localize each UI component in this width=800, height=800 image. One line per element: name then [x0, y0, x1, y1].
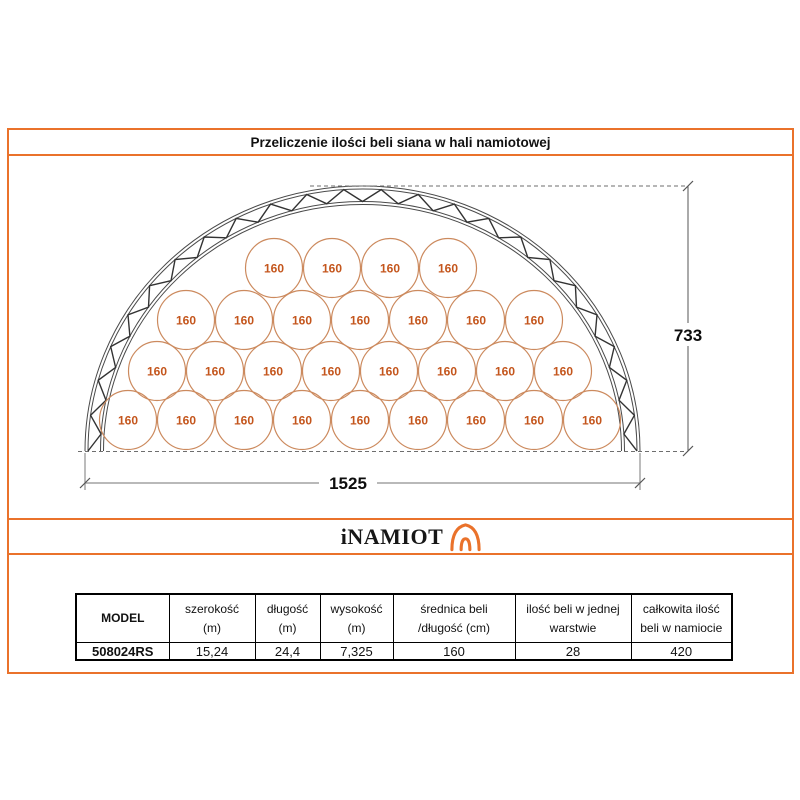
bale-circle — [533, 340, 593, 402]
bale-label: 160 — [176, 414, 196, 428]
table-cell: 420 — [630, 642, 733, 661]
bale-circle — [272, 289, 332, 351]
bale-label: 160 — [524, 414, 544, 428]
bale-label: 160 — [495, 365, 515, 379]
bale-circle — [475, 340, 535, 402]
bale-label: 160 — [264, 262, 284, 276]
bale-circle — [418, 237, 478, 299]
bale-circle — [244, 237, 304, 299]
table-header-cell: całkowita ilość beli w namiocie — [630, 593, 733, 643]
bale-label: 160 — [553, 365, 573, 379]
bale-circle — [388, 389, 448, 451]
bale-circle — [214, 389, 274, 451]
dimension-tick — [634, 477, 646, 489]
table-cell: 28 — [514, 642, 632, 661]
bale-label: 160 — [437, 365, 457, 379]
bale-label: 160 — [176, 314, 196, 328]
logo-bar: iNAMIOT — [7, 520, 794, 553]
table-header-cell: wysokość (m) — [319, 593, 394, 643]
table-cell: 508024RS — [75, 642, 170, 661]
bale-circle — [243, 340, 303, 402]
bale-label: 160 — [408, 314, 428, 328]
bale-label: 160 — [524, 314, 544, 328]
bale-label: 160 — [322, 262, 342, 276]
bale-circle — [214, 289, 274, 351]
bale-circle — [446, 389, 506, 451]
bale-circle — [98, 389, 158, 451]
bale-label: 160 — [408, 414, 428, 428]
bale-circle — [330, 389, 390, 451]
bale-label: 160 — [321, 365, 341, 379]
bale-label: 160 — [292, 414, 312, 428]
title-bar: Przeliczenie ilości beli siana w hali na… — [7, 130, 794, 154]
bale-circle — [156, 289, 216, 351]
bale-circle — [301, 340, 361, 402]
dimensions-group: 733 1525 — [78, 180, 710, 493]
table-header-cell: szerokość (m) — [168, 593, 256, 643]
section-divider — [7, 553, 794, 555]
bale-label: 160 — [380, 262, 400, 276]
bale-circle — [272, 389, 332, 451]
bale-label: 160 — [118, 414, 138, 428]
bale-circle — [504, 389, 564, 451]
bales-group: 160 160 160 160 160 160 160 160 160 160 160 160 160 1… — [98, 237, 622, 451]
table-header-cell: MODEL — [75, 593, 170, 643]
section-divider — [7, 154, 794, 156]
logo-text: iNAMIOT — [340, 523, 444, 549]
spec-table: MODEL szerokość (m) długość (m) wysokość (m) śr… — [75, 593, 733, 661]
table-cell: 24,4 — [254, 642, 321, 661]
table-cell: 15,24 — [168, 642, 256, 661]
bale-circle — [185, 340, 245, 402]
truss-chord — [87, 188, 638, 452]
bale-circle — [359, 340, 419, 402]
table-header-cell: długość (m) — [254, 593, 321, 643]
bale-circle — [562, 389, 622, 451]
bale-circle — [388, 289, 448, 351]
bale-label: 160 — [466, 314, 486, 328]
dimension-tick — [79, 477, 91, 489]
bale-circle — [417, 340, 477, 402]
dimension-tick — [682, 180, 694, 192]
label-backdrop — [319, 472, 377, 493]
bale-circle — [127, 340, 187, 402]
table-cell: 7,325 — [319, 642, 394, 661]
bale-label: 160 — [466, 414, 486, 428]
table-header-cell: ilość beli w jednej warstwie — [514, 593, 632, 643]
truss-web — [87, 188, 638, 452]
height-dimension-label: 733 — [674, 326, 702, 345]
bale-label: 160 — [438, 262, 458, 276]
bale-label: 160 — [582, 414, 602, 428]
bale-label: 160 — [350, 414, 370, 428]
table-cell: 160 — [392, 642, 516, 661]
bale-label: 160 — [379, 365, 399, 379]
tent-icon — [450, 522, 481, 551]
bale-label: 160 — [234, 314, 254, 328]
bale-label: 160 — [350, 314, 370, 328]
bale-circle — [156, 389, 216, 451]
width-dimension-label: 1525 — [329, 474, 367, 493]
bale-circle — [360, 237, 420, 299]
bale-circle — [504, 289, 564, 351]
bale-label: 160 — [147, 365, 167, 379]
bale-circle — [330, 289, 390, 351]
label-backdrop — [666, 323, 710, 346]
bale-circle — [446, 289, 506, 351]
bale-label: 160 — [263, 365, 283, 379]
table-header-cell: średnica beli/długość (cm) — [392, 593, 516, 643]
content-border — [7, 128, 794, 674]
bale-circle — [302, 237, 362, 299]
truss-chord — [103, 204, 622, 452]
bale-label: 160 — [234, 414, 254, 428]
bale-label: 160 — [205, 365, 225, 379]
bale-label: 160 — [292, 314, 312, 328]
dimension-tick — [682, 445, 694, 457]
page-title: Przeliczenie ilości beli siana w hali na… — [250, 134, 551, 150]
section-divider — [7, 518, 794, 520]
